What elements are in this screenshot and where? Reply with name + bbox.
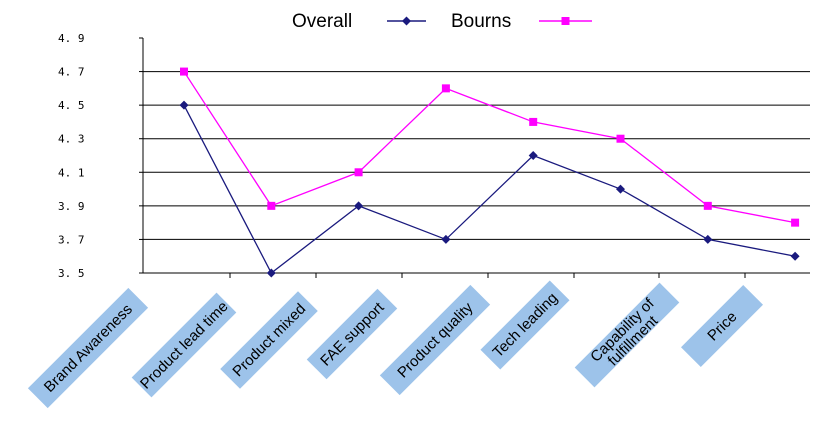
y-tick-label: 4. 9 [58, 32, 85, 45]
data-point-overall [528, 151, 538, 160]
legend-label: Bourns [451, 11, 511, 32]
data-point-overall [354, 201, 364, 211]
data-point-bourns [529, 117, 538, 126]
data-point-overall [179, 100, 189, 110]
category-label-0: Brand Awareness [27, 287, 149, 409]
category-label-text: Product mixed [229, 300, 309, 380]
category-label-box [574, 282, 680, 388]
data-point-bourns [441, 84, 450, 93]
y-tick-label: 4. 7 [58, 66, 85, 79]
category-label-box [220, 291, 318, 389]
series-line-bourns [183, 71, 796, 224]
legend-label: Overall [292, 11, 352, 32]
series-bourns [180, 67, 800, 227]
category-label-text: Brand Awareness [41, 301, 136, 396]
data-point-bourns [616, 134, 625, 143]
data-point-bourns [354, 168, 363, 177]
series-line-overall [183, 104, 796, 274]
category-label-text: Product lead time [137, 298, 232, 393]
category-label-box [27, 287, 149, 409]
y-tick-label: 3. 9 [58, 200, 85, 213]
y-tick-label: 4. 3 [58, 133, 85, 146]
data-point-bourns [703, 201, 712, 210]
category-label-box [680, 284, 764, 368]
legend-marker [402, 16, 411, 26]
category-label-2: Product mixed [220, 291, 318, 389]
legend-marker [561, 17, 570, 25]
y-tick-label: 4. 1 [58, 166, 85, 179]
grid-lines [143, 71, 810, 240]
axes [139, 37, 810, 278]
data-point-bourns [267, 201, 276, 210]
data-point-overall [703, 234, 713, 244]
y-tick-labels: 4. 9 4. 7 4. 5 4. 3 4. 1 3. 9 3. 7 3. 5 [58, 32, 85, 280]
category-label-text: Product quality [394, 299, 477, 382]
category-label-box [480, 280, 570, 370]
category-label-box [306, 288, 398, 380]
data-point-overall [790, 251, 800, 261]
legend-item-bourns: Bourns [451, 11, 592, 32]
category-label-box [379, 284, 491, 396]
category-label-4: Product quality [379, 284, 491, 396]
category-label-text: FAE support [317, 299, 388, 370]
legend: Overall Bourns [292, 11, 592, 32]
series-lines [179, 67, 800, 278]
data-point-overall [441, 234, 451, 244]
data-point-bourns [180, 67, 188, 76]
data-point-bourns [791, 218, 800, 227]
category-label-box [131, 292, 237, 398]
data-point-overall [266, 268, 276, 278]
category-label-7: Price [680, 284, 764, 368]
legend-item-overall: Overall [292, 11, 426, 32]
category-label-text: Tech leading [490, 290, 562, 362]
y-tick-label: 3. 7 [58, 233, 85, 246]
category-label-5: Tech leading [480, 280, 570, 370]
category-label-3: FAE support [306, 288, 398, 380]
y-tick-label: 3. 5 [58, 267, 85, 280]
category-labels: Brand Awareness Product lead timeProduct … [27, 280, 764, 409]
data-point-overall [616, 184, 625, 194]
y-tick-label: 4. 5 [58, 99, 85, 112]
series-overall [179, 100, 800, 278]
